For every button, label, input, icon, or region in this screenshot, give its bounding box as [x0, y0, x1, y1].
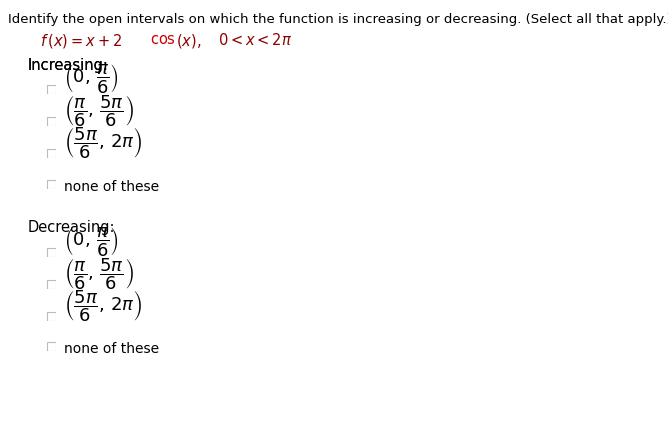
- Text: Increasing:: Increasing:: [28, 58, 109, 73]
- FancyBboxPatch shape: [47, 117, 55, 126]
- Text: none of these: none of these: [64, 180, 159, 194]
- FancyBboxPatch shape: [47, 280, 55, 289]
- Text: Increasing:: Increasing:: [28, 58, 109, 73]
- Text: Decreasing:: Decreasing:: [28, 220, 116, 234]
- FancyBboxPatch shape: [47, 312, 55, 321]
- Text: $(x),$: $(x),$: [176, 32, 201, 50]
- Text: $\left(\dfrac{5\pi}{6},\, 2\pi\right)$: $\left(\dfrac{5\pi}{6},\, 2\pi\right)$: [64, 125, 142, 161]
- Text: $\left(\dfrac{\pi}{6},\, \dfrac{5\pi}{6}\right)$: $\left(\dfrac{\pi}{6},\, \dfrac{5\pi}{6}…: [64, 93, 134, 128]
- Text: $\left(0,\, \dfrac{\pi}{6}\right)$: $\left(0,\, \dfrac{\pi}{6}\right)$: [64, 62, 119, 95]
- FancyBboxPatch shape: [47, 342, 55, 351]
- FancyBboxPatch shape: [47, 248, 55, 257]
- Text: $\left(\dfrac{\pi}{6},\, \dfrac{5\pi}{6}\right)$: $\left(\dfrac{\pi}{6},\, \dfrac{5\pi}{6}…: [64, 256, 134, 291]
- FancyBboxPatch shape: [47, 85, 55, 94]
- Text: $0 < x < 2\pi$: $0 < x < 2\pi$: [218, 32, 292, 48]
- Text: $\mathrm{cos}$: $\mathrm{cos}$: [150, 32, 176, 47]
- Text: $\mathit{f}\,(x) = x + 2$: $\mathit{f}\,(x) = x + 2$: [40, 32, 122, 50]
- FancyBboxPatch shape: [47, 180, 55, 189]
- Text: none of these: none of these: [64, 341, 159, 355]
- Text: $\left(0,\, \dfrac{\pi}{6}\right)$: $\left(0,\, \dfrac{\pi}{6}\right)$: [64, 225, 119, 258]
- Text: $\left(\dfrac{5\pi}{6},\, 2\pi\right)$: $\left(\dfrac{5\pi}{6},\, 2\pi\right)$: [64, 287, 142, 323]
- FancyBboxPatch shape: [47, 149, 55, 158]
- Text: Identify the open intervals on which the function is increasing or decreasing. (: Identify the open intervals on which the…: [8, 13, 668, 26]
